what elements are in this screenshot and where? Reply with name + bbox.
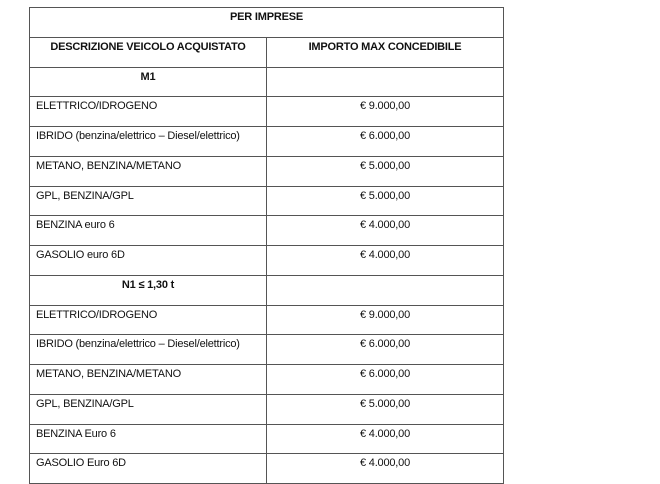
max-amount: € 4.000,00 xyxy=(266,453,504,484)
vehicle-description: ELETTRICO/IDROGENO xyxy=(29,304,267,336)
vehicle-description: GASOLIO euro 6D xyxy=(29,245,267,276)
table-row: IBRIDO (benzina/elettrico – Diesel/elett… xyxy=(29,334,504,365)
vehicle-description: IBRIDO (benzina/elettrico – Diesel/elett… xyxy=(29,334,267,365)
table-title-row: PER IMPRESE xyxy=(29,7,504,38)
table-row: ELETTRICO/IDROGENO € 9.000,00 xyxy=(29,96,504,127)
table-row: IBRIDO (benzina/elettrico – Diesel/elett… xyxy=(29,126,504,157)
table-row: METANO, BENZINA/METANO € 6.000,00 xyxy=(29,364,504,395)
vehicle-description: METANO, BENZINA/METANO xyxy=(29,364,267,395)
max-amount: € 6.000,00 xyxy=(266,126,504,157)
table-row: GPL, BENZINA/GPL € 5.000,00 xyxy=(29,393,504,425)
max-amount: € 6.000,00 xyxy=(266,364,504,395)
table-row: GASOLIO Euro 6D € 4.000,00 xyxy=(29,453,504,484)
table-row: BENZINA Euro 6 € 4.000,00 xyxy=(29,423,504,455)
max-amount: € 4.000,00 xyxy=(266,245,504,276)
section-row: N1 ≤ 1,30 t xyxy=(29,274,504,306)
section-label: M1 xyxy=(29,66,267,98)
max-amount: € 9.000,00 xyxy=(266,96,504,127)
table-row: GASOLIO euro 6D € 4.000,00 xyxy=(29,245,504,276)
max-amount: € 6.000,00 xyxy=(266,334,504,365)
vehicle-description: ELETTRICO/IDROGENO xyxy=(29,96,267,127)
max-amount: € 4.000,00 xyxy=(266,423,504,455)
vehicle-description: GASOLIO Euro 6D xyxy=(29,453,267,484)
max-amount: € 5.000,00 xyxy=(266,155,504,187)
section-empty-cell xyxy=(266,274,504,306)
table-title: PER IMPRESE xyxy=(29,7,504,38)
max-amount: € 9.000,00 xyxy=(266,304,504,336)
table-row: BENZINA euro 6 € 4.000,00 xyxy=(29,215,504,246)
section-row: M1 xyxy=(29,66,504,98)
max-amount: € 5.000,00 xyxy=(266,393,504,425)
vehicle-description: GPL, BENZINA/GPL xyxy=(29,185,267,217)
vehicle-description: BENZINA euro 6 xyxy=(29,215,267,246)
vehicle-description: GPL, BENZINA/GPL xyxy=(29,393,267,425)
table-row: ELETTRICO/IDROGENO € 9.000,00 xyxy=(29,304,504,336)
table-row: METANO, BENZINA/METANO € 5.000,00 xyxy=(29,155,504,187)
section-empty-cell xyxy=(266,66,504,98)
vehicle-description: METANO, BENZINA/METANO xyxy=(29,155,267,187)
header-amount: IMPORTO MAX CONCEDIBILE xyxy=(266,36,504,68)
max-amount: € 5.000,00 xyxy=(266,185,504,217)
incentive-table: PER IMPRESE DESCRIZIONE VEICOLO ACQUISTA… xyxy=(29,7,504,484)
vehicle-description: BENZINA Euro 6 xyxy=(29,423,267,455)
vehicle-description: IBRIDO (benzina/elettrico – Diesel/elett… xyxy=(29,126,267,157)
max-amount: € 4.000,00 xyxy=(266,215,504,246)
table-header-row: DESCRIZIONE VEICOLO ACQUISTATO IMPORTO M… xyxy=(29,36,504,68)
table-row: GPL, BENZINA/GPL € 5.000,00 xyxy=(29,185,504,217)
section-label: N1 ≤ 1,30 t xyxy=(29,274,267,306)
header-description: DESCRIZIONE VEICOLO ACQUISTATO xyxy=(29,36,267,68)
